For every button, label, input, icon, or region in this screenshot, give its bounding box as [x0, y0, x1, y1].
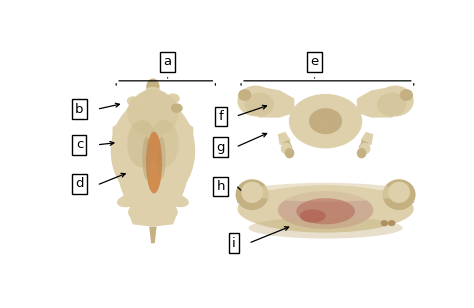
Ellipse shape [335, 104, 360, 138]
Ellipse shape [157, 202, 178, 218]
Ellipse shape [400, 89, 413, 101]
Ellipse shape [296, 198, 355, 224]
Ellipse shape [157, 136, 166, 179]
Ellipse shape [127, 120, 156, 168]
Ellipse shape [142, 136, 151, 179]
Ellipse shape [248, 217, 403, 238]
Polygon shape [357, 87, 410, 118]
Ellipse shape [127, 89, 179, 136]
Ellipse shape [309, 108, 342, 134]
Ellipse shape [146, 132, 162, 193]
Ellipse shape [317, 114, 335, 128]
Polygon shape [173, 120, 193, 144]
Ellipse shape [357, 148, 366, 158]
Ellipse shape [116, 89, 190, 222]
Polygon shape [359, 140, 368, 152]
Ellipse shape [388, 182, 410, 203]
Polygon shape [360, 132, 374, 145]
Text: c: c [76, 138, 83, 151]
Ellipse shape [127, 96, 138, 106]
Ellipse shape [128, 202, 148, 218]
Ellipse shape [278, 191, 374, 229]
Polygon shape [112, 120, 133, 144]
Ellipse shape [165, 194, 189, 207]
Ellipse shape [241, 182, 263, 203]
Ellipse shape [110, 99, 195, 203]
Ellipse shape [238, 89, 251, 101]
Ellipse shape [289, 94, 362, 148]
Ellipse shape [381, 220, 388, 226]
Text: d: d [75, 177, 84, 191]
Ellipse shape [171, 103, 182, 113]
Ellipse shape [245, 183, 406, 202]
Ellipse shape [237, 185, 414, 233]
Text: e: e [310, 55, 319, 68]
Text: b: b [75, 103, 84, 116]
Ellipse shape [291, 104, 317, 138]
Polygon shape [149, 227, 156, 243]
Ellipse shape [166, 93, 180, 104]
Polygon shape [241, 87, 294, 118]
Polygon shape [237, 190, 414, 203]
Ellipse shape [388, 220, 395, 226]
Polygon shape [283, 140, 292, 152]
Ellipse shape [377, 93, 406, 116]
Ellipse shape [237, 86, 274, 116]
Text: h: h [217, 180, 225, 193]
Ellipse shape [117, 194, 141, 207]
Text: f: f [219, 110, 223, 123]
Ellipse shape [377, 86, 414, 116]
Ellipse shape [145, 87, 161, 99]
Ellipse shape [146, 79, 160, 95]
Polygon shape [129, 208, 177, 227]
Ellipse shape [149, 120, 179, 168]
Ellipse shape [281, 143, 292, 154]
Polygon shape [278, 132, 291, 145]
Ellipse shape [285, 148, 294, 158]
Text: g: g [217, 141, 225, 154]
Text: a: a [164, 55, 172, 68]
Ellipse shape [236, 179, 269, 210]
Ellipse shape [245, 93, 274, 116]
Ellipse shape [300, 209, 326, 223]
Ellipse shape [359, 143, 370, 154]
Ellipse shape [383, 179, 416, 210]
Text: i: i [232, 237, 236, 250]
